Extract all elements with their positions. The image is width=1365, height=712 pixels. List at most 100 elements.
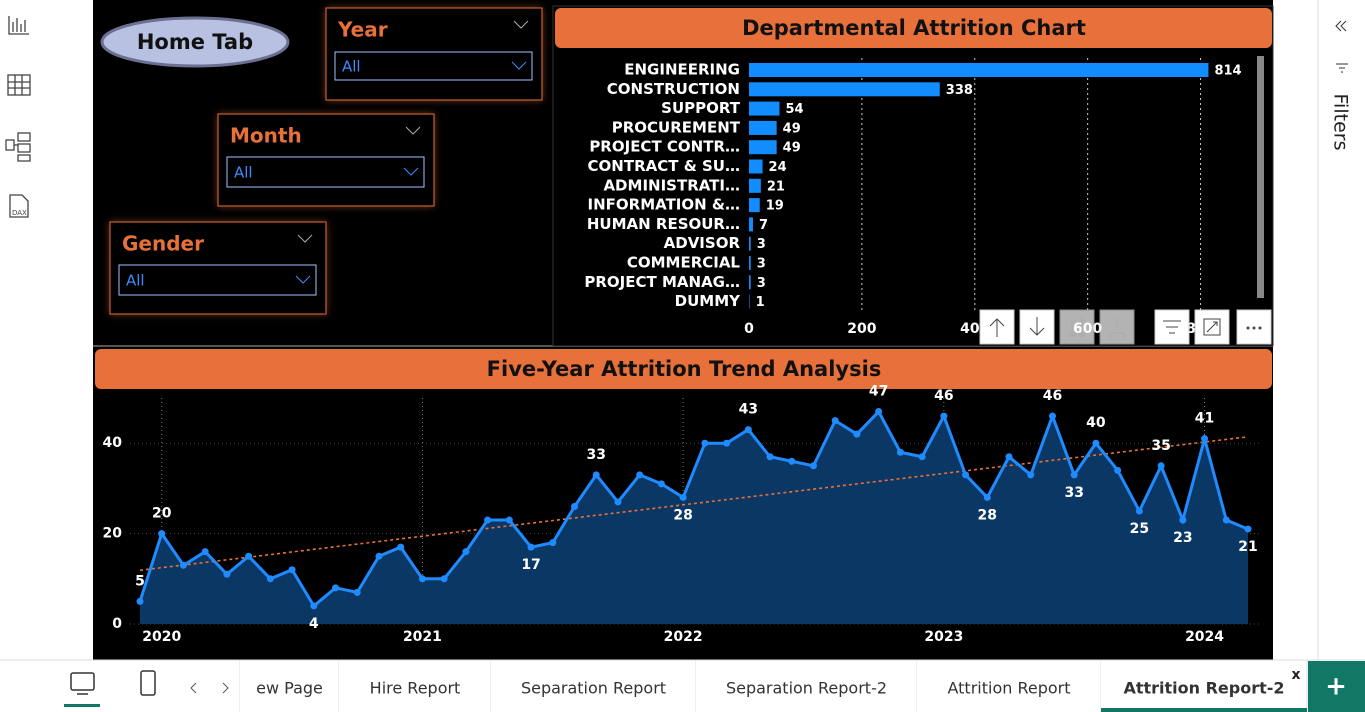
y-tick-label: INFORMATION &… xyxy=(588,196,740,214)
bar xyxy=(749,198,760,213)
tab[interactable] xyxy=(696,661,917,712)
point xyxy=(1244,525,1252,533)
point xyxy=(484,516,492,524)
tab[interactable] xyxy=(1101,661,1307,712)
point xyxy=(1222,516,1230,524)
tab-label[interactable]: Attrition Report-2 xyxy=(1123,679,1284,698)
point xyxy=(983,493,991,501)
y-tick-label: ENGINEERING xyxy=(624,61,740,79)
dax-icon[interactable] xyxy=(9,194,29,218)
point xyxy=(158,530,166,538)
point xyxy=(809,462,817,470)
chart-title: Departmental Attrition Chart xyxy=(742,16,1086,40)
y-tick-label: 40 xyxy=(103,435,123,451)
point xyxy=(744,426,752,434)
point xyxy=(375,552,383,560)
slicer-title: Month xyxy=(230,124,302,148)
point xyxy=(136,597,144,605)
tab[interactable] xyxy=(917,661,1101,712)
dropdown[interactable] xyxy=(118,264,317,296)
point xyxy=(266,575,274,583)
data-label: 35 xyxy=(1151,438,1170,454)
tab[interactable] xyxy=(240,661,339,712)
point xyxy=(397,543,405,551)
x-tick-label: 2020 xyxy=(142,629,181,645)
point xyxy=(788,457,796,465)
y-tick-label: COMMERCIAL xyxy=(627,254,741,272)
bar xyxy=(749,217,753,232)
dropdown[interactable] xyxy=(226,156,425,188)
point xyxy=(1135,507,1143,515)
point xyxy=(440,575,448,583)
tab-label[interactable]: Separation Report-2 xyxy=(726,679,887,698)
point xyxy=(179,561,187,569)
add-tab-button[interactable] xyxy=(1308,661,1365,712)
data-label: 21 xyxy=(1238,539,1257,555)
y-tick-label: 0 xyxy=(112,616,122,632)
data-label: 5 xyxy=(135,573,145,589)
tab[interactable] xyxy=(339,661,491,712)
data-label: 41 xyxy=(1195,411,1214,427)
chart-header xyxy=(95,349,1272,389)
point xyxy=(875,408,883,416)
expand-all[interactable] xyxy=(1059,309,1095,345)
dropdown-value: All xyxy=(126,272,145,290)
desktop-view[interactable] xyxy=(70,672,95,691)
next-tab[interactable] xyxy=(222,682,229,694)
point xyxy=(245,552,253,560)
sidebar xyxy=(0,0,50,660)
slicer[interactable]: Gender All xyxy=(109,221,327,315)
close-tab[interactable]: x xyxy=(1291,667,1300,683)
dropdown[interactable] xyxy=(334,51,533,81)
home-button-label[interactable]: Home Tab xyxy=(137,30,253,54)
slicer[interactable]: Month All xyxy=(217,113,435,207)
chevron xyxy=(403,167,419,176)
table-icon[interactable] xyxy=(7,74,31,96)
sidebar-icons xyxy=(5,16,31,218)
point xyxy=(1070,471,1078,479)
active-tab-indicator xyxy=(1101,708,1307,712)
home-button[interactable] xyxy=(100,16,290,68)
data-label: 338 xyxy=(946,83,973,98)
data-label: 47 xyxy=(869,384,888,400)
bar-panel xyxy=(552,5,1274,347)
data-label: 3 xyxy=(757,237,766,252)
point xyxy=(505,516,513,524)
bar xyxy=(749,120,777,135)
slicer-title: Year xyxy=(337,18,388,42)
model-icon[interactable] xyxy=(5,132,31,162)
mobile-view[interactable] xyxy=(140,670,156,696)
prev-tab[interactable] xyxy=(190,682,197,694)
report-icon[interactable] xyxy=(8,16,29,35)
point xyxy=(549,539,557,547)
data-label: 43 xyxy=(739,402,758,418)
slicer[interactable]: Year All xyxy=(325,7,543,101)
point xyxy=(353,588,361,596)
chevron xyxy=(405,126,421,135)
y-tick-label: DUMMY xyxy=(675,292,741,310)
point xyxy=(201,548,209,556)
tab-label[interactable]: ew Page xyxy=(256,679,323,698)
filters-title[interactable]: Filters xyxy=(1330,94,1352,151)
data-label: 20 xyxy=(152,506,172,522)
tab[interactable] xyxy=(491,661,696,712)
point xyxy=(571,502,579,510)
data-label: 49 xyxy=(783,121,801,136)
collapse-icon[interactable] xyxy=(1335,20,1347,32)
tab-label[interactable]: Separation Report xyxy=(521,679,666,698)
data-label: 7 xyxy=(759,218,768,233)
tab-label[interactable]: Hire Report xyxy=(370,679,461,698)
point xyxy=(418,575,426,583)
scrollbar[interactable] xyxy=(1257,56,1264,298)
point xyxy=(614,498,622,506)
bar xyxy=(749,178,761,193)
data-label: 28 xyxy=(978,507,997,523)
y-tick-label: PROCUREMENT xyxy=(612,118,741,136)
add-tab-label[interactable]: + xyxy=(1325,672,1347,702)
dax-icon-text: DAX xyxy=(12,209,27,217)
y-tick-label: PROJECT CONTR… xyxy=(589,138,740,156)
point xyxy=(918,453,926,461)
bar xyxy=(749,82,940,97)
tab-label[interactable]: Attrition Report xyxy=(947,679,1070,698)
